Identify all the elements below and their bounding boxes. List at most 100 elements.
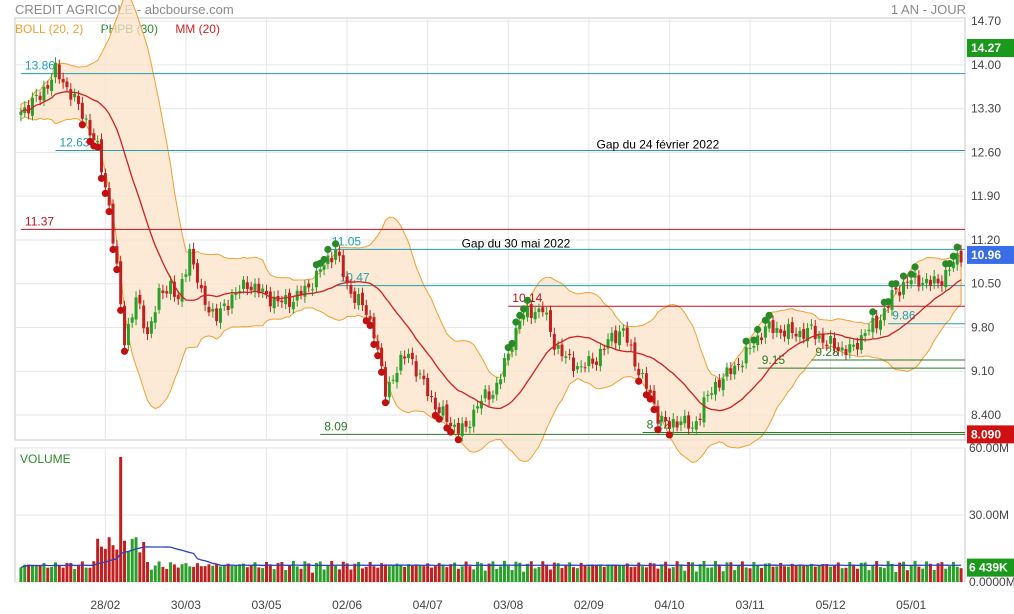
candle-body <box>230 294 234 309</box>
candle-body <box>863 333 867 336</box>
level-label: 9.86 <box>892 309 916 323</box>
candle-body <box>322 265 326 270</box>
volume-bar <box>403 566 407 582</box>
phpb-high-marker <box>953 243 961 251</box>
volume-bar <box>928 563 932 582</box>
phpb-low-marker <box>650 406 658 414</box>
volume-bar <box>859 562 863 582</box>
volume-bar <box>184 563 188 582</box>
candle-body <box>84 118 88 120</box>
volume-bar <box>345 563 349 582</box>
candle-body <box>771 320 775 333</box>
volume-bar <box>806 565 810 582</box>
candle-body <box>449 422 453 427</box>
candle-body <box>414 361 418 377</box>
volume-bar <box>798 564 802 582</box>
candle-body <box>725 367 729 377</box>
candle-body <box>403 356 407 359</box>
volume-bar <box>713 560 717 582</box>
volume-bar <box>414 564 418 582</box>
volume-bar <box>46 567 50 582</box>
volume-bar <box>130 538 134 582</box>
volume-bar <box>564 564 568 582</box>
phpb-low-marker <box>654 426 662 434</box>
x-tick-label: 04/10 <box>654 598 684 612</box>
period-label[interactable]: 1 AN - JOUR <box>890 2 966 17</box>
candle-body <box>518 321 522 329</box>
candle-body <box>280 300 284 303</box>
candle-body <box>180 279 184 302</box>
volume-bar <box>253 562 257 582</box>
volume-bar <box>913 560 917 582</box>
volume-bar <box>357 562 361 582</box>
volume-bar <box>710 567 714 582</box>
level-label: 13.86 <box>25 59 55 73</box>
volume-bar <box>572 567 576 582</box>
phpb-low-marker <box>97 174 106 182</box>
volume-bar <box>506 565 510 582</box>
volume-bar <box>809 563 813 582</box>
candle-body <box>349 285 353 294</box>
candle-body <box>660 416 664 422</box>
volume-bar <box>656 568 660 582</box>
volume-bar <box>817 565 821 582</box>
volume-bar <box>88 567 92 582</box>
volume-bar <box>932 569 936 582</box>
volume-bar <box>468 566 472 582</box>
candle-body <box>130 317 134 323</box>
volume-bar <box>621 565 625 582</box>
candle-body <box>921 282 925 285</box>
volume-bar <box>660 564 664 582</box>
candle-body <box>614 330 618 344</box>
volume-bar <box>326 565 330 582</box>
candle-body <box>453 424 457 427</box>
level-label: 8.09 <box>324 419 348 433</box>
candle-body <box>529 304 533 318</box>
volume-bar <box>276 563 280 582</box>
y-tick-label: 13.30 <box>971 102 1001 116</box>
volume-bar <box>288 565 292 582</box>
y-tick-label: 11.20 <box>971 233 1000 247</box>
volume-bar <box>368 561 372 582</box>
volume-bar <box>844 567 848 582</box>
volume-bar <box>760 567 764 582</box>
volume-bar <box>126 551 130 582</box>
candle-body <box>111 203 115 244</box>
volume-bar <box>518 562 522 582</box>
candle-body <box>472 409 476 427</box>
volume-bar <box>445 567 449 582</box>
candle-body <box>142 305 146 329</box>
volume-bar <box>80 561 84 582</box>
candle-body <box>606 339 610 349</box>
phpb-low-marker <box>113 266 121 274</box>
volume-bar <box>825 564 829 582</box>
y-tick-label: 8.400 <box>971 408 1001 422</box>
y-tick-label: 11.90 <box>971 189 1000 203</box>
volume-bar <box>618 565 622 582</box>
volume-bar <box>510 569 514 582</box>
candle-body <box>218 308 222 323</box>
candle-body <box>702 397 706 423</box>
volume-bar <box>568 562 572 582</box>
volume-bar <box>591 564 595 582</box>
candle-body <box>483 389 487 399</box>
phpb-high-marker <box>765 311 773 319</box>
volume-bar <box>153 565 157 582</box>
price-tag-label: 10.96 <box>971 248 1001 262</box>
candle-body <box>80 102 84 119</box>
volume-bar <box>96 538 100 582</box>
volume-bar <box>261 568 265 582</box>
volume-bar <box>376 567 380 582</box>
candle-body <box>430 395 434 397</box>
phpb-high-marker <box>742 337 750 345</box>
candle-body <box>115 245 119 264</box>
phpb-high-marker <box>949 252 958 260</box>
volume-bar <box>410 565 414 582</box>
volume-bar <box>172 564 176 582</box>
candle-body <box>548 310 552 332</box>
candle-body <box>364 305 368 315</box>
candle-body <box>360 292 364 306</box>
volume-bar <box>199 566 203 582</box>
candle-body <box>76 95 80 104</box>
